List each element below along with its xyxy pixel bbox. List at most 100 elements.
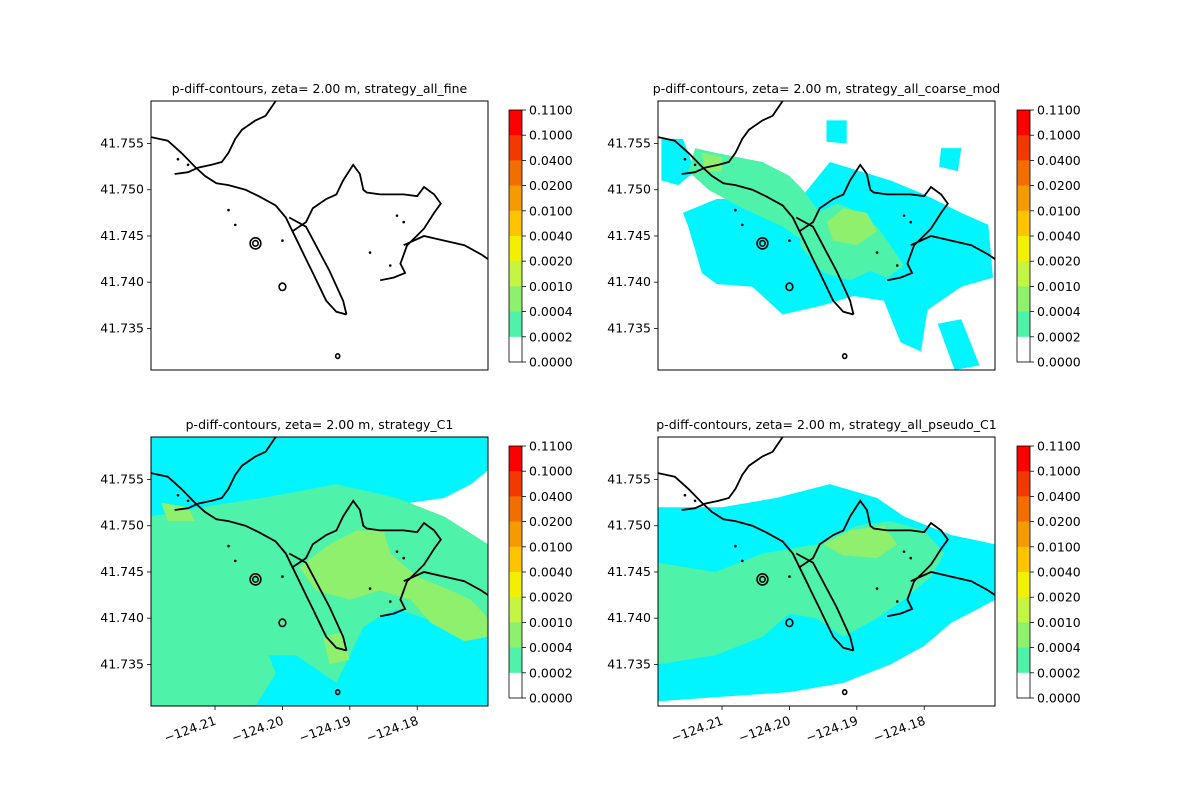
colorbar-label: 0.1000 (529, 128, 573, 143)
colorbar-label: 0.0040 (529, 229, 573, 244)
colorbar-label: 0.0100 (529, 203, 573, 218)
colorbar-band (509, 210, 522, 237)
axes-frame (150, 100, 489, 371)
rock-point (895, 600, 899, 603)
y-tick-label: 41.735 (100, 656, 144, 671)
colorbar-label: 0.0040 (1037, 229, 1081, 244)
panel-title: p-diff-contours, zeta= 2.00 m, strategy_… (656, 417, 997, 432)
coastline-line (910, 235, 995, 260)
colorbar-band (1017, 261, 1030, 287)
island-outline (251, 239, 259, 247)
rock-point (788, 575, 791, 578)
coastline-line (910, 571, 995, 596)
colorbar-label: 0.0002 (1037, 665, 1081, 680)
colorbar-label: 0.0020 (529, 254, 573, 269)
colorbar-label: 0.1100 (529, 439, 573, 454)
contour-region (939, 148, 962, 172)
colorbar-label: 0.0000 (529, 691, 573, 706)
island-outline (841, 689, 848, 696)
panel-title: p-diff-contours, zeta= 2.00 m, strategy_… (186, 417, 454, 432)
x-tick-label: −124.18 (871, 713, 927, 746)
rock-point (176, 157, 180, 161)
island-outline (756, 237, 769, 250)
y-tick-label: 41.750 (100, 518, 144, 533)
y-tick-label: 41.755 (100, 136, 144, 151)
colorbar-label: 0.1000 (529, 464, 573, 479)
coastline-line (403, 571, 488, 596)
rock-point (402, 220, 406, 224)
coastline (658, 437, 995, 696)
rock-point (693, 163, 697, 167)
rock-point (233, 223, 237, 227)
colorbar-band (1017, 672, 1030, 699)
island-outline (756, 573, 769, 586)
colorbar-band (1017, 336, 1030, 363)
colorbar-label: 0.0010 (529, 615, 573, 630)
rock-point (788, 239, 791, 242)
island-outline (758, 575, 766, 583)
y-tick-label: 41.740 (100, 610, 144, 625)
y-tick-label: 41.745 (607, 228, 651, 243)
coastline-line (658, 472, 854, 652)
coastline-line (151, 472, 347, 652)
rock-point (734, 208, 737, 212)
colorbar: 0.1100 0.1000 0.0400 0.0200 0.0100 0.0040 0.00… (1016, 103, 1081, 370)
colorbar-band (509, 546, 522, 573)
rock-point (368, 587, 372, 590)
contour-region (688, 148, 824, 246)
colorbar-band (509, 110, 522, 136)
rock-point (902, 214, 906, 217)
colorbar-band (1017, 647, 1030, 674)
colorbar-band (509, 597, 522, 623)
coastline-line (288, 216, 348, 315)
rock-point (395, 550, 399, 553)
colorbar-label: 0.0004 (529, 304, 573, 319)
colorbar-band (1017, 471, 1030, 497)
y-tick-label: 41.745 (607, 564, 651, 579)
rock-point (909, 556, 913, 560)
colorbar-label: 0.0200 (529, 514, 573, 529)
colorbar-label: 0.0004 (1037, 640, 1081, 655)
axes-frame (657, 436, 996, 707)
rock-point (395, 214, 399, 217)
coastline-line (151, 136, 347, 316)
contour-fills (661, 120, 993, 370)
colorbar-band (509, 286, 522, 313)
colorbar-band (509, 496, 522, 523)
colorbar-label: 0.0004 (1037, 304, 1081, 319)
rock-point (368, 251, 372, 254)
colorbar-label: 0.0040 (1037, 565, 1081, 580)
rock-point (683, 493, 687, 497)
coastline-line (174, 437, 277, 511)
rock-point (693, 499, 697, 503)
x-tick-label: −124.21 (162, 713, 218, 746)
rock-point (176, 493, 180, 497)
colorbar-label: 0.1000 (1037, 128, 1081, 143)
colorbar-band (509, 135, 522, 161)
colorbar-band (1017, 572, 1030, 598)
colorbar-band (509, 647, 522, 674)
contour-region (299, 530, 488, 642)
colorbar-band (509, 160, 522, 187)
colorbar-label: 0.0200 (1037, 178, 1081, 193)
colorbar-label: 0.0400 (529, 489, 573, 504)
colorbar-label: 0.0040 (529, 565, 573, 580)
colorbar-band (509, 521, 522, 548)
axes-frame (150, 436, 489, 707)
colorbar-label: 0.1100 (1037, 103, 1081, 118)
coastline-line (795, 216, 855, 315)
colorbar-label: 0.1000 (1037, 464, 1081, 479)
island-outline (785, 282, 794, 292)
coastline-line (681, 437, 784, 511)
colorbar-band (509, 672, 522, 699)
colorbar-label: 0.0400 (529, 153, 573, 168)
colorbar-band (509, 236, 522, 262)
y-tick-label: 41.755 (100, 472, 144, 487)
island-outline (785, 618, 794, 628)
colorbar-band (509, 622, 522, 649)
coastline (658, 101, 995, 360)
coastline-line (798, 163, 949, 282)
colorbar-band (1017, 160, 1030, 187)
y-tick-label: 41.735 (607, 656, 651, 671)
